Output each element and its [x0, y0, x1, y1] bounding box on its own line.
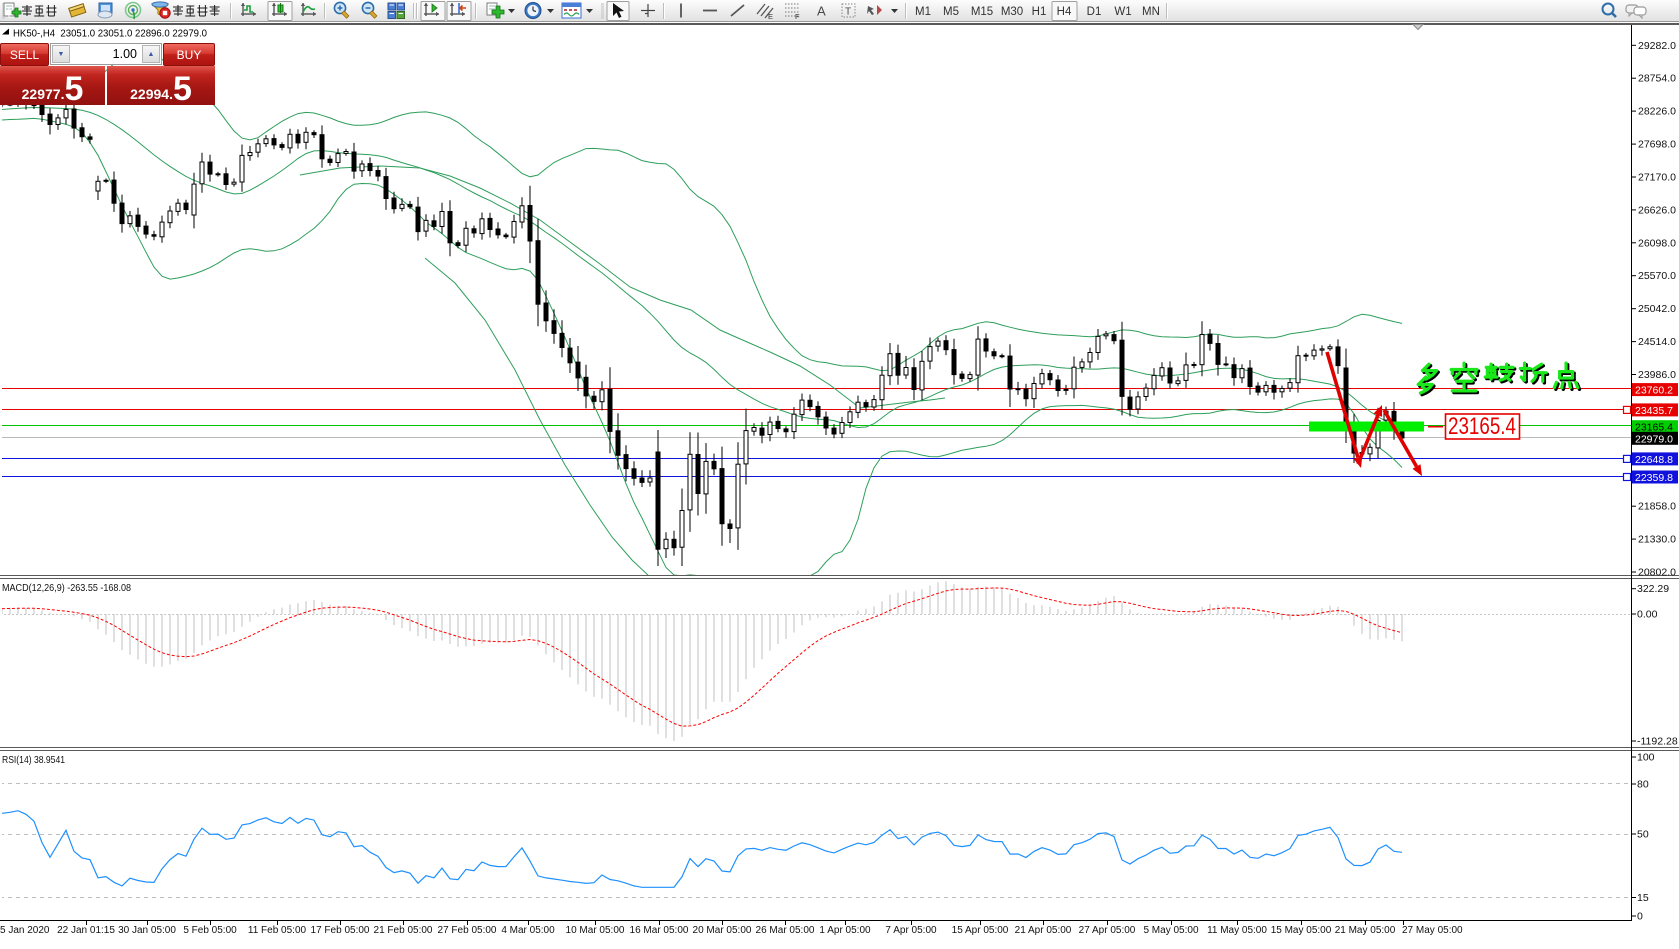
- svg-text:23435.7: 23435.7: [1635, 405, 1673, 417]
- svg-text:D1: D1: [1087, 6, 1102, 18]
- svg-text:322.29: 322.29: [1637, 583, 1669, 595]
- svg-text:27698.0: 27698.0: [1638, 139, 1676, 151]
- svg-text:26 Mar 05:00: 26 Mar 05:00: [756, 925, 815, 936]
- svg-text:F: F: [795, 12, 800, 21]
- svg-text:RSI(14) 38.9541: RSI(14) 38.9541: [2, 754, 65, 766]
- svg-text:4 Mar 05:00: 4 Mar 05:00: [501, 925, 555, 936]
- svg-text:22 Jan 01:15: 22 Jan 01:15: [57, 925, 115, 936]
- svg-text:15: 15: [1637, 892, 1649, 904]
- svg-text:1 Apr 05:00: 1 Apr 05:00: [819, 925, 871, 936]
- svg-text:21 May 05:00: 21 May 05:00: [1335, 925, 1396, 936]
- svg-text:24514.0: 24514.0: [1638, 336, 1676, 348]
- svg-text:H1: H1: [1032, 6, 1047, 18]
- svg-text:M5: M5: [943, 6, 959, 18]
- svg-text:29282.0: 29282.0: [1638, 40, 1676, 52]
- svg-text:22979.0: 22979.0: [1635, 433, 1673, 445]
- svg-text:27 Feb 05:00: 27 Feb 05:00: [438, 925, 497, 936]
- svg-text:100: 100: [1637, 752, 1655, 764]
- svg-text:26626.0: 26626.0: [1638, 204, 1676, 216]
- svg-text:27 Apr 05:00: 27 Apr 05:00: [1079, 925, 1136, 936]
- svg-text:5 Jan 2020: 5 Jan 2020: [0, 925, 50, 936]
- svg-text:22359.8: 22359.8: [1635, 472, 1673, 484]
- svg-text:26098.0: 26098.0: [1638, 237, 1676, 249]
- svg-text:17 Feb 05:00: 17 Feb 05:00: [311, 925, 370, 936]
- svg-text:23986.0: 23986.0: [1638, 369, 1676, 381]
- svg-text:E: E: [768, 12, 773, 21]
- svg-text:10 Mar 05:00: 10 Mar 05:00: [566, 925, 625, 936]
- svg-text:5 Feb 05:00: 5 Feb 05:00: [183, 925, 237, 936]
- svg-text:W1: W1: [1114, 6, 1131, 18]
- svg-text:M15: M15: [971, 6, 993, 18]
- svg-text:15 May 05:00: 15 May 05:00: [1271, 925, 1332, 936]
- svg-text:50: 50: [1637, 829, 1649, 841]
- svg-text:23165.4: 23165.4: [1448, 413, 1516, 440]
- svg-text:28754.0: 28754.0: [1638, 73, 1676, 85]
- svg-text:MACD(12,26,9) -263.55 -168.08: MACD(12,26,9) -263.55 -168.08: [2, 582, 131, 594]
- svg-text:-1192.28: -1192.28: [1637, 736, 1678, 748]
- svg-text:MN: MN: [1142, 6, 1160, 18]
- svg-text:80: 80: [1637, 779, 1649, 791]
- svg-text:11 Feb 05:00: 11 Feb 05:00: [248, 925, 307, 936]
- svg-text:16 Mar 05:00: 16 Mar 05:00: [630, 925, 689, 936]
- svg-text:22648.8: 22648.8: [1635, 454, 1673, 466]
- svg-text:HK50-,H4 23051.0 23051.0 2289: HK50-,H4 23051.0 23051.0 22896.0 22979.0: [13, 28, 207, 40]
- svg-text:H4: H4: [1057, 6, 1072, 18]
- svg-text:25570.0: 25570.0: [1638, 270, 1676, 282]
- svg-text:20802.0: 20802.0: [1638, 567, 1676, 579]
- svg-text:21858.0: 21858.0: [1638, 501, 1676, 513]
- svg-text:M30: M30: [1001, 6, 1023, 18]
- svg-text:0.00: 0.00: [1637, 609, 1658, 621]
- svg-text:M1: M1: [915, 6, 931, 18]
- svg-text:27170.0: 27170.0: [1638, 172, 1676, 184]
- svg-text:30 Jan 05:00: 30 Jan 05:00: [118, 925, 176, 936]
- svg-text:23165.4: 23165.4: [1635, 422, 1673, 434]
- svg-text:11 May 05:00: 11 May 05:00: [1207, 925, 1267, 936]
- svg-text:20 Mar 05:00: 20 Mar 05:00: [693, 925, 752, 936]
- svg-text:7 Apr 05:00: 7 Apr 05:00: [885, 925, 937, 936]
- svg-text:25042.0: 25042.0: [1638, 303, 1676, 315]
- svg-text:21 Feb 05:00: 21 Feb 05:00: [374, 925, 433, 936]
- svg-text:23760.2: 23760.2: [1635, 385, 1673, 397]
- svg-text:21 Apr 05:00: 21 Apr 05:00: [1015, 925, 1072, 936]
- svg-text:A: A: [817, 4, 826, 19]
- svg-text:21330.0: 21330.0: [1638, 534, 1676, 546]
- svg-text:T: T: [845, 7, 851, 18]
- svg-text:0: 0: [1637, 911, 1643, 923]
- svg-text:28226.0: 28226.0: [1638, 106, 1676, 118]
- svg-text:15 Apr 05:00: 15 Apr 05:00: [952, 925, 1009, 936]
- svg-text:27 May 05:00: 27 May 05:00: [1402, 925, 1463, 936]
- svg-text:5 May 05:00: 5 May 05:00: [1143, 925, 1198, 936]
